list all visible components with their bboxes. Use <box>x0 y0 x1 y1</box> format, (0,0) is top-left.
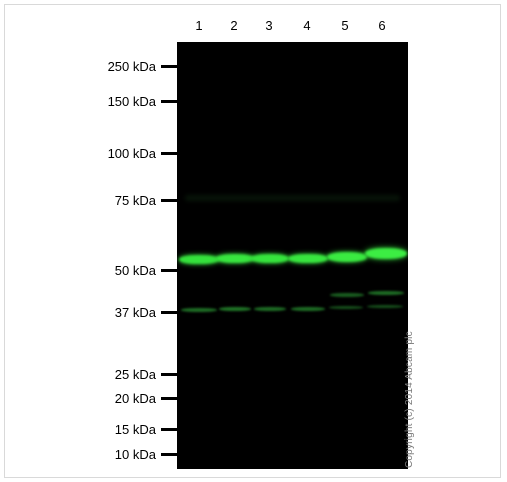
marker-tick <box>161 268 177 272</box>
lane-label-2: 2 <box>230 18 238 33</box>
main-band-lane-3 <box>251 254 289 263</box>
molecular-weight-ladder: 250 kDa 150 kDa 100 kDa 75 kDa 50 kDa 37… <box>0 0 180 482</box>
marker-tick <box>161 64 177 68</box>
marker-20: 20 kDa <box>0 390 177 406</box>
marker-tick <box>161 372 177 376</box>
main-band-lane-4 <box>288 254 328 263</box>
main-band-lane-6 <box>365 248 407 259</box>
faint-band-75 <box>185 195 400 201</box>
marker-37: 37 kDa <box>0 304 177 320</box>
marker-150: 150 kDa <box>0 93 177 109</box>
marker-tick <box>161 452 177 456</box>
copyright-notice: Copyright (c) 2014 Abcam plc <box>404 331 415 468</box>
main-band-lane-5 <box>327 252 367 262</box>
lane-labels: 1 2 3 4 5 6 <box>0 18 507 38</box>
marker-tick <box>161 310 177 314</box>
western-blot-membrane <box>177 42 408 469</box>
faint-band-37-lane-5 <box>329 306 363 309</box>
faint-band-37-lane-1 <box>181 308 217 312</box>
marker-tick <box>161 396 177 400</box>
faint-band-37-lane-4 <box>291 307 325 311</box>
lane-label-1: 1 <box>195 18 203 33</box>
marker-label: 50 kDa <box>114 262 156 278</box>
marker-label: 10 kDa <box>114 446 156 462</box>
lane-label-3: 3 <box>265 18 273 33</box>
faint-band-42-lane-5 <box>330 293 364 297</box>
faint-band-37-lane-6 <box>367 305 403 308</box>
marker-15: 15 kDa <box>0 421 177 437</box>
marker-10: 10 kDa <box>0 446 177 462</box>
marker-label: 100 kDa <box>107 145 156 161</box>
marker-label: 250 kDa <box>107 58 156 74</box>
lane-label-6: 6 <box>378 18 386 33</box>
marker-50: 50 kDa <box>0 262 177 278</box>
marker-tick <box>161 427 177 431</box>
faint-band-37-lane-3 <box>254 307 286 311</box>
main-band-lane-1 <box>179 255 219 264</box>
lane-label-5: 5 <box>341 18 349 33</box>
marker-tick <box>161 151 177 155</box>
faint-band-42-lane-6 <box>368 291 404 295</box>
faint-band-37-lane-2 <box>219 307 251 311</box>
marker-75: 75 kDa <box>0 192 177 208</box>
main-band-lane-2 <box>216 254 254 263</box>
marker-tick <box>161 99 177 103</box>
marker-label: 37 kDa <box>114 304 156 320</box>
marker-label: 15 kDa <box>114 421 156 437</box>
lane-label-4: 4 <box>303 18 311 33</box>
marker-label: 25 kDa <box>114 366 156 382</box>
marker-label: 20 kDa <box>114 390 156 406</box>
marker-25: 25 kDa <box>0 366 177 382</box>
marker-100: 100 kDa <box>0 145 177 161</box>
marker-label: 75 kDa <box>114 192 156 208</box>
marker-250: 250 kDa <box>0 58 177 74</box>
marker-tick <box>161 198 177 202</box>
marker-label: 150 kDa <box>107 93 156 109</box>
